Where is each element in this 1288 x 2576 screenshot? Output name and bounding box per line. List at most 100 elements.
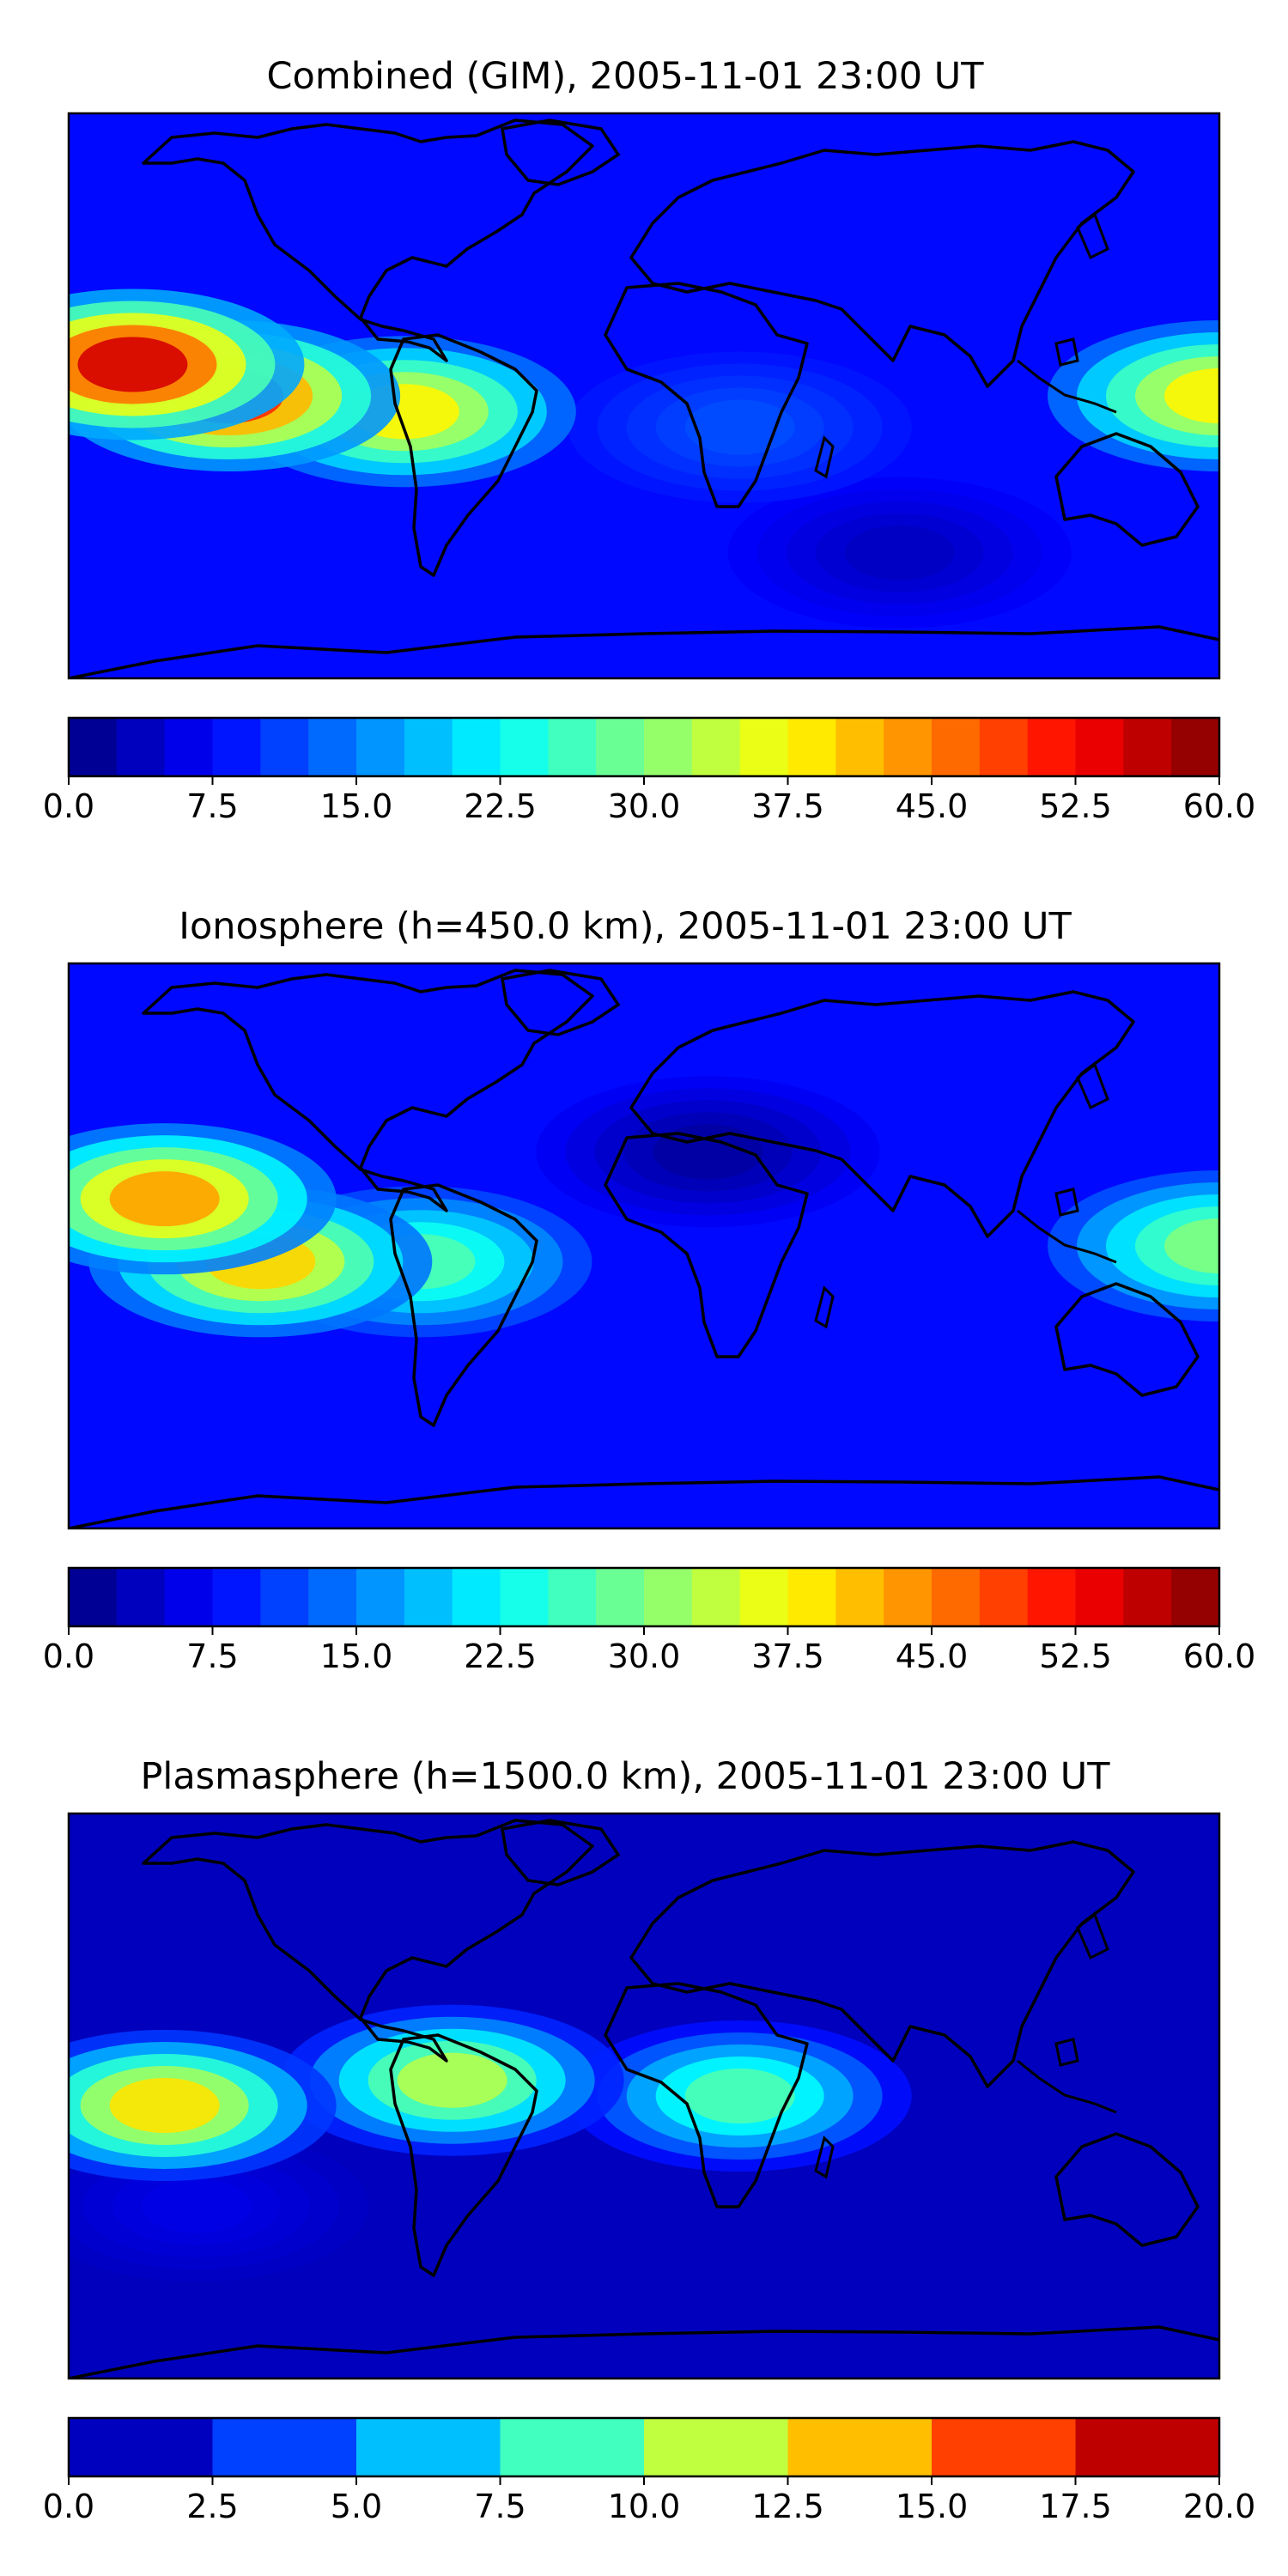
tec-contour-minimum [141,2178,252,2233]
colorbar-level [260,1568,309,1626]
colorbar-level [1171,1568,1220,1626]
colorbar-level [1075,718,1124,776]
panel-title: Combined (GIM), 2005-11-01 23:00 UT [266,55,984,98]
colorbar-level [404,1568,453,1626]
colorbar-level [596,718,645,776]
colorbar-level [691,1568,741,1626]
colorbar-tick-label: 7.5 [186,1637,238,1675]
colorbar: 0.0 7.5 15.0 22.5 30.0 37.5 45.0 52.5 60.0 [43,716,1256,825]
colorbar-tick-label: 60.0 [1183,787,1256,825]
colorbar-tick-label: 15.0 [320,787,393,825]
colorbar-level [356,1568,405,1626]
colorbar-tick-label: 22.5 [464,787,537,825]
colorbar-level [1123,1568,1172,1626]
panel-title: Ionosphere (h=450.0 km), 2005-11-01 23:0… [179,905,1072,948]
colorbar-level [500,1568,549,1626]
colorbar-level [1123,718,1172,776]
map-plot [67,112,1221,680]
colorbar-level [932,1568,981,1626]
colorbar-level [979,718,1029,776]
colorbar-tick-label: 30.0 [608,787,681,825]
colorbar-level [644,718,693,776]
colorbar-level [596,1568,645,1626]
colorbar-level [212,718,261,776]
colorbar-level [1171,718,1220,776]
colorbar-level [691,718,741,776]
colorbar-tick-label: 52.5 [1039,1637,1112,1675]
colorbar-tick-label: 15.0 [896,2488,969,2525]
colorbar-level [356,718,405,776]
colorbar-level [884,1568,933,1626]
map-plot [67,962,1221,1530]
colorbar-tick-label: 30.0 [608,1637,681,1675]
colorbar-level [452,1568,501,1626]
colorbar-level [932,718,981,776]
colorbar-tick-label: 2.5 [186,2488,238,2525]
colorbar-level [69,2418,213,2476]
colorbar-tick-label: 17.5 [1039,2488,1112,2525]
colorbar-tick-label: 0.0 [43,1637,94,1675]
colorbar-level [164,718,213,776]
panel-combined: Combined (GIM), 2005-11-01 23:00 UT 0.0 7… [43,55,1256,825]
colorbar-level [1027,1568,1076,1626]
tec-contour-region [1164,368,1219,423]
map-frame [67,1812,1221,2380]
tec-contour-region [397,2052,507,2108]
colorbar-level [212,1568,261,1626]
colorbar-tick-label: 7.5 [474,2488,526,2525]
colorbar-level [787,718,836,776]
colorbar-level [548,1568,597,1626]
colorbar-level [835,718,884,776]
colorbar: 0.0 2.5 5.0 7.5 10.0 12.5 15.0 17.5 20.0 [43,2416,1256,2525]
colorbar-level [1075,1568,1124,1626]
colorbar-tick-label: 60.0 [1183,1637,1256,1675]
colorbar-tick-label: 15.0 [320,1637,393,1675]
colorbar-level [644,1568,693,1626]
colorbar-tick-label: 45.0 [896,1637,969,1675]
colorbar-level [212,2418,357,2476]
tec-contour-region [684,399,795,455]
colorbar-level [164,1568,213,1626]
colorbar-level [644,2418,788,2476]
colorbar-level [932,2418,1076,2476]
colorbar-level [1027,718,1076,776]
tec-contour-region [1164,1218,1219,1273]
colorbar-level [500,718,549,776]
colorbar-tick-label: 5.0 [331,2488,382,2525]
colorbar-tick-label: 10.0 [608,2488,681,2525]
panel-title: Plasmasphere (h=1500.0 km), 2005-11-01 2… [140,1755,1110,1798]
colorbar-level [69,718,118,776]
colorbar-tick-label: 22.5 [464,1637,537,1675]
colorbar-tick-label: 52.5 [1039,787,1112,825]
colorbar: 0.0 7.5 15.0 22.5 30.0 37.5 45.0 52.5 60.0 [43,1566,1256,1675]
colorbar-level [500,2418,645,2476]
colorbar-tick-label: 37.5 [751,1637,824,1675]
colorbar-level [979,1568,1029,1626]
colorbar-level [356,2418,501,2476]
colorbar-tick-label: 7.5 [186,787,238,825]
tec-contour-minimum [844,525,955,580]
colorbar-tick-label: 37.5 [751,787,824,825]
map-frame [67,962,1221,1530]
colorbar-level [739,1568,788,1626]
colorbar-level [835,1568,884,1626]
panel-plasmasphere: Plasmasphere (h=1500.0 km), 2005-11-01 2… [43,1755,1256,2525]
colorbar-level [69,1568,118,1626]
colorbar-level [452,718,501,776]
colorbar-level [260,718,309,776]
tec-contour-region [684,2069,795,2123]
colorbar-level [116,718,166,776]
colorbar-tick-label: 0.0 [43,787,94,825]
map-frame [67,112,1221,680]
colorbar-level [308,1568,357,1626]
colorbar-level [548,718,597,776]
colorbar-level [308,718,357,776]
colorbar-level [404,718,453,776]
colorbar-level [1075,2418,1220,2476]
tec-contour-minimum [653,1124,763,1180]
map-plot [67,1812,1221,2380]
colorbar-tick-label: 20.0 [1183,2488,1256,2525]
colorbar-level [739,718,788,776]
tec-contour-peak [109,1171,220,1227]
